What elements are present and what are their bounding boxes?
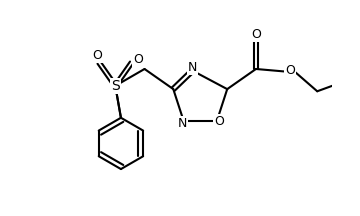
Text: N: N (177, 117, 187, 130)
Text: O: O (285, 64, 295, 77)
Text: O: O (92, 49, 102, 62)
Text: O: O (251, 28, 261, 41)
Text: S: S (111, 79, 120, 93)
Text: O: O (214, 115, 224, 128)
Text: N: N (188, 61, 197, 75)
Text: O: O (134, 53, 143, 67)
